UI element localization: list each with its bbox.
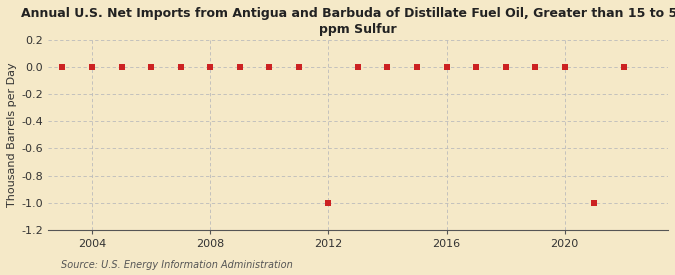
Title: Annual U.S. Net Imports from Antigua and Barbuda of Distillate Fuel Oil, Greater: Annual U.S. Net Imports from Antigua and… — [21, 7, 675, 36]
Y-axis label: Thousand Barrels per Day: Thousand Barrels per Day — [7, 62, 17, 207]
Text: Source: U.S. Energy Information Administration: Source: U.S. Energy Information Administ… — [61, 260, 292, 270]
